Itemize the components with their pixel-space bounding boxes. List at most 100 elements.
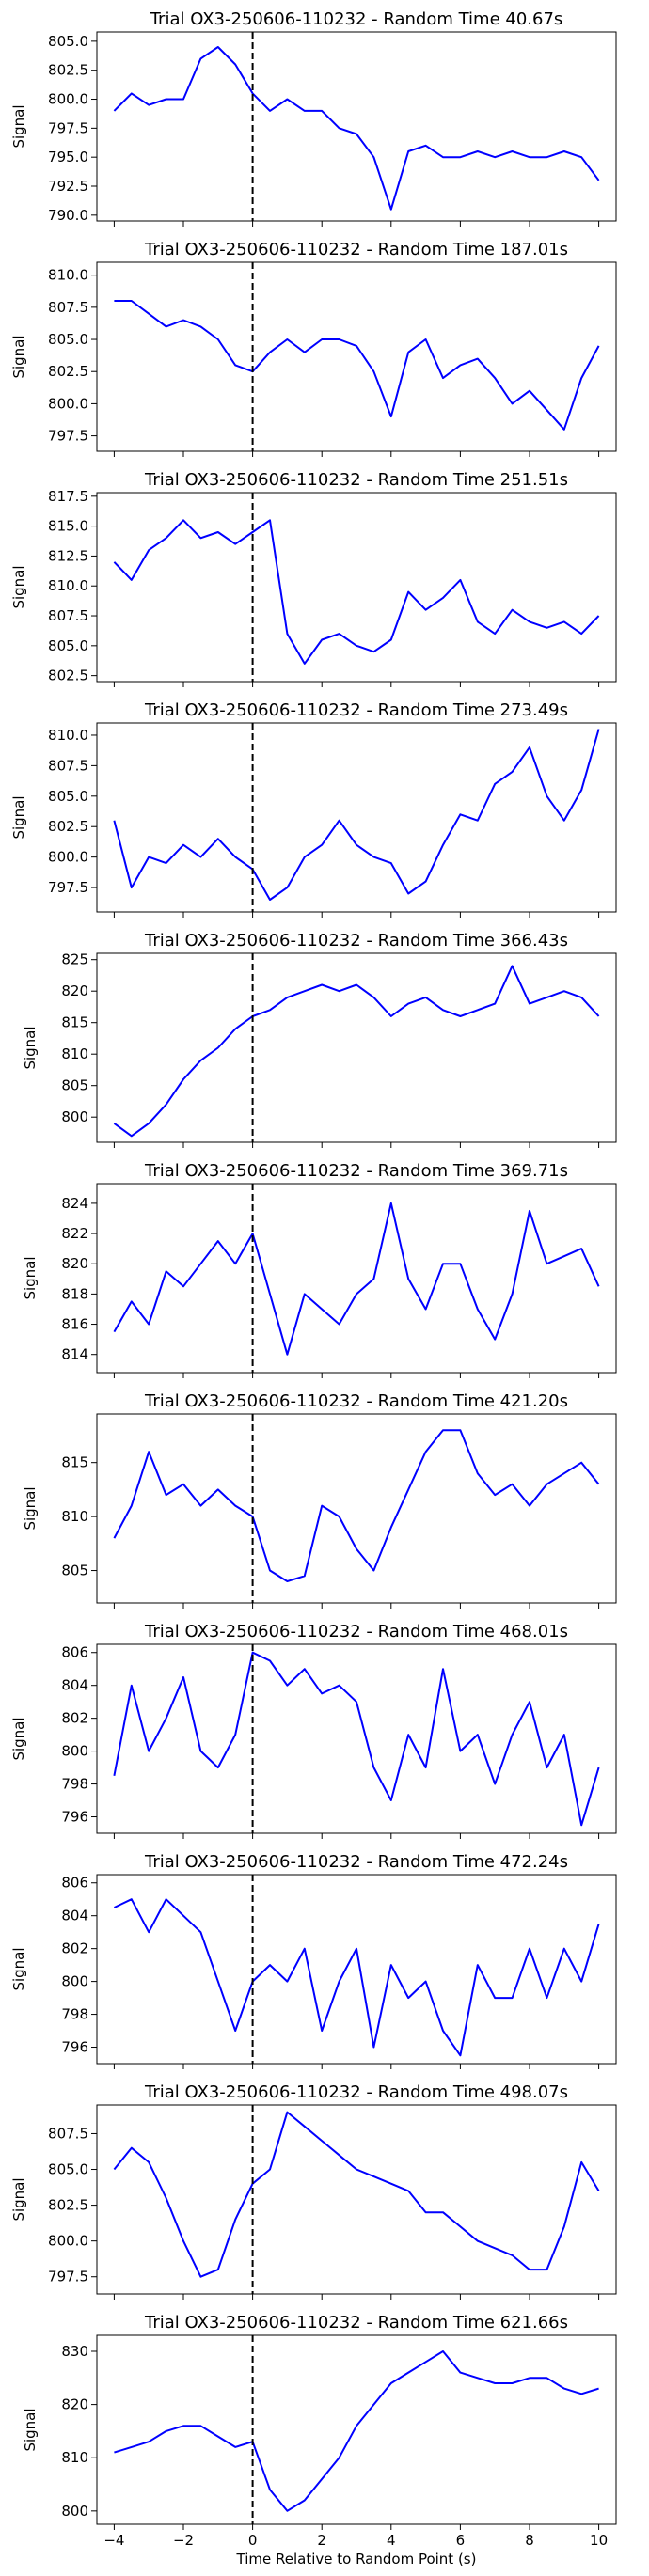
y-axis-label: Signal xyxy=(10,795,27,839)
y-tick-label: 792.5 xyxy=(48,178,88,195)
chart-title: Trial OX3-250606-110232 - Random Time 18… xyxy=(144,240,568,259)
axes-frame xyxy=(96,1643,617,1834)
axes-frame xyxy=(96,1874,617,2065)
x-tick-label: 4 xyxy=(387,2532,396,2549)
y-tick-label: 818 xyxy=(61,1285,88,1302)
x-tick-label: 2 xyxy=(317,2532,326,2549)
chart-title: Trial OX3-250606-110232 - Random Time 36… xyxy=(144,1161,568,1181)
y-tick-label: 830 xyxy=(61,2343,88,2360)
y-tick-label: 810 xyxy=(61,1045,88,1062)
axes-frame xyxy=(96,722,617,913)
axes-frame xyxy=(96,31,617,222)
y-tick-label: 802.5 xyxy=(48,668,88,684)
signal-line xyxy=(113,1898,600,2057)
subplot-5: Trial OX3-250606-110232 - Random Time 36… xyxy=(22,931,617,1148)
axes-frame xyxy=(96,1413,617,1604)
y-tick-label: 800 xyxy=(61,1108,88,1125)
y-tick-label: 824 xyxy=(61,1195,88,1212)
subplot-8: Trial OX3-250606-110232 - Random Time 46… xyxy=(10,1622,617,1839)
y-tick-label: 810.0 xyxy=(48,577,88,594)
y-tick-label: 807.5 xyxy=(48,299,88,316)
axes-frame xyxy=(96,492,617,683)
y-tick-label: 800 xyxy=(61,1973,88,1990)
y-axis-label: Signal xyxy=(22,1486,39,1530)
subplot-9: Trial OX3-250606-110232 - Random Time 47… xyxy=(10,1852,617,2069)
x-tick-label: 8 xyxy=(525,2532,534,2549)
y-tick-label: 806 xyxy=(61,1644,88,1661)
chart-title: Trial OX3-250606-110232 - Random Time 62… xyxy=(144,2313,568,2333)
axes-frame xyxy=(96,2104,617,2295)
signal-line xyxy=(113,965,600,1138)
y-axis-label: Signal xyxy=(22,1256,39,1299)
signal-line xyxy=(113,519,600,665)
y-tick-label: 810 xyxy=(61,2449,88,2466)
subplot-11: Trial OX3-250606-110232 - Random Time 62… xyxy=(22,2313,617,2568)
y-tick-label: 812.5 xyxy=(48,547,88,564)
subplot-10: Trial OX3-250606-110232 - Random Time 49… xyxy=(10,2082,617,2300)
signal-line xyxy=(113,1429,600,1582)
y-tick-label: 805.0 xyxy=(48,788,88,805)
y-tick-label: 797.5 xyxy=(48,879,88,896)
y-tick-label: 814 xyxy=(61,1346,88,1363)
chart-title: Trial OX3-250606-110232 - Random Time 49… xyxy=(144,2082,568,2102)
y-tick-label: 815 xyxy=(61,1454,88,1471)
axes-frame xyxy=(96,1183,617,1374)
y-tick-label: 796 xyxy=(61,1809,88,1826)
y-tick-label: 798 xyxy=(61,2006,88,2023)
y-axis-label: Signal xyxy=(10,1717,27,1760)
y-tick-label: 807.5 xyxy=(48,2125,88,2142)
y-tick-label: 820 xyxy=(61,2396,88,2413)
y-tick-label: 802.5 xyxy=(48,363,88,380)
chart-title: Trial OX3-250606-110232 - Random Time 47… xyxy=(144,1852,568,1872)
y-axis-label: Signal xyxy=(10,104,27,148)
y-tick-label: 790.0 xyxy=(48,207,88,224)
y-axis-label: Signal xyxy=(10,565,27,608)
y-tick-label: 800.0 xyxy=(48,91,88,108)
y-tick-label: 817.5 xyxy=(48,488,88,505)
chart-title: Trial OX3-250606-110232 - Random Time 36… xyxy=(144,931,568,950)
y-tick-label: 822 xyxy=(61,1225,88,1242)
y-tick-label: 810.0 xyxy=(48,727,88,744)
signal-line xyxy=(114,2350,599,2512)
signal-line xyxy=(113,729,600,901)
y-tick-label: 797.5 xyxy=(48,428,88,445)
subplot-3: Trial OX3-250606-110232 - Random Time 25… xyxy=(10,470,617,687)
y-tick-label: 820 xyxy=(61,1255,88,1272)
y-tick-label: 807.5 xyxy=(48,607,88,624)
y-tick-label: 815 xyxy=(61,1014,88,1031)
y-tick-label: 805.0 xyxy=(48,331,88,348)
y-tick-label: 805 xyxy=(61,1077,88,1094)
chart-title: Trial OX3-250606-110232 - Random Time 42… xyxy=(144,1391,568,1411)
signal-line xyxy=(113,1651,600,1827)
chart-title: Trial OX3-250606-110232 - Random Time 40… xyxy=(150,9,563,29)
x-tick-label: −2 xyxy=(173,2532,194,2549)
chart-title: Trial OX3-250606-110232 - Random Time 25… xyxy=(144,470,568,490)
y-tick-label: 804 xyxy=(61,1908,88,1924)
y-tick-label: 797.5 xyxy=(48,2269,88,2285)
y-tick-label: 800.0 xyxy=(48,2233,88,2250)
signal-line xyxy=(113,1202,600,1356)
y-tick-label: 800 xyxy=(61,2503,88,2520)
axes-frame xyxy=(96,952,617,1143)
y-axis-label: Signal xyxy=(22,1026,39,1069)
y-tick-label: 806 xyxy=(61,1875,88,1892)
y-tick-label: 802 xyxy=(61,1940,88,1957)
y-tick-label: 816 xyxy=(61,1316,88,1333)
y-tick-label: 810.0 xyxy=(48,267,88,284)
y-tick-label: 804 xyxy=(61,1677,88,1694)
subplot-6: Trial OX3-250606-110232 - Random Time 36… xyxy=(22,1161,617,1378)
y-tick-label: 800.0 xyxy=(48,849,88,866)
y-axis-label: Signal xyxy=(10,1947,27,1990)
subplot-1: Trial OX3-250606-110232 - Random Time 40… xyxy=(10,9,617,227)
x-tick-label: −4 xyxy=(103,2532,124,2549)
y-tick-label: 825 xyxy=(61,951,88,968)
y-tick-label: 795.0 xyxy=(48,149,88,165)
y-tick-label: 805 xyxy=(61,1563,88,1579)
signal-line xyxy=(113,46,600,211)
y-tick-label: 798 xyxy=(61,1776,88,1793)
y-tick-label: 800.0 xyxy=(48,395,88,412)
y-tick-label: 805.0 xyxy=(48,33,88,50)
y-tick-label: 820 xyxy=(61,982,88,999)
y-tick-label: 810 xyxy=(61,1508,88,1525)
x-tick-label: 10 xyxy=(590,2532,608,2549)
